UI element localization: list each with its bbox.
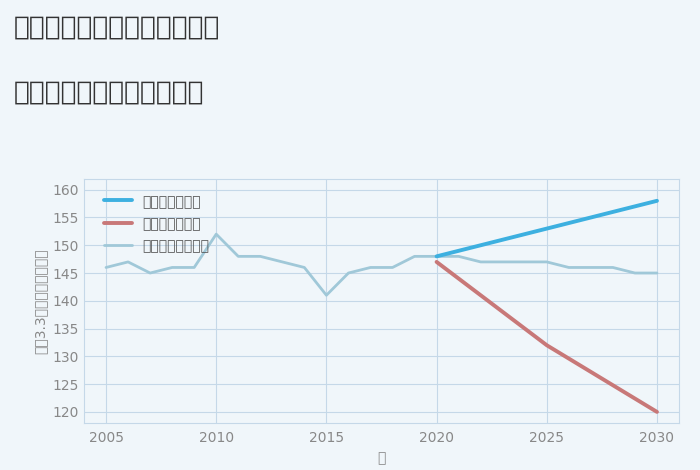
ノーマルシナリオ <box>587 265 595 270</box>
ノーマルシナリオ <box>631 270 639 276</box>
Line: バッドシナリオ: バッドシナリオ <box>437 262 657 412</box>
ノーマルシナリオ <box>410 253 419 259</box>
ノーマルシナリオ <box>212 231 220 237</box>
ノーマルシナリオ <box>190 265 198 270</box>
バッドシナリオ <box>542 343 551 348</box>
ノーマルシナリオ <box>300 265 309 270</box>
Text: 神奈川県横須賀市佐島の丘の: 神奈川県横須賀市佐島の丘の <box>14 14 220 40</box>
ノーマルシナリオ <box>433 253 441 259</box>
ノーマルシナリオ <box>168 265 176 270</box>
Line: グッドシナリオ: グッドシナリオ <box>437 201 657 256</box>
ノーマルシナリオ <box>234 253 242 259</box>
ノーマルシナリオ <box>322 292 330 298</box>
ノーマルシナリオ <box>565 265 573 270</box>
ノーマルシナリオ <box>344 270 353 276</box>
Line: ノーマルシナリオ: ノーマルシナリオ <box>106 234 657 295</box>
Text: 中古マンションの価格推移: 中古マンションの価格推移 <box>14 80 204 106</box>
Y-axis label: 坪（3.3㎡）単価（万円）: 坪（3.3㎡）単価（万円） <box>33 248 47 353</box>
ノーマルシナリオ <box>256 253 265 259</box>
ノーマルシナリオ <box>146 270 154 276</box>
バッドシナリオ <box>433 259 441 265</box>
ノーマルシナリオ <box>498 259 507 265</box>
ノーマルシナリオ <box>609 265 617 270</box>
バッドシナリオ <box>653 409 662 415</box>
ノーマルシナリオ <box>521 259 529 265</box>
ノーマルシナリオ <box>477 259 485 265</box>
グッドシナリオ <box>653 198 662 204</box>
ノーマルシナリオ <box>454 253 463 259</box>
ノーマルシナリオ <box>366 265 375 270</box>
ノーマルシナリオ <box>542 259 551 265</box>
ノーマルシナリオ <box>389 265 397 270</box>
グッドシナリオ <box>542 226 551 231</box>
ノーマルシナリオ <box>653 270 662 276</box>
ノーマルシナリオ <box>124 259 132 265</box>
ノーマルシナリオ <box>102 265 110 270</box>
ノーマルシナリオ <box>278 259 286 265</box>
X-axis label: 年: 年 <box>377 451 386 465</box>
Legend: グッドシナリオ, バッドシナリオ, ノーマルシナリオ: グッドシナリオ, バッドシナリオ, ノーマルシナリオ <box>97 188 217 260</box>
グッドシナリオ <box>433 253 441 259</box>
